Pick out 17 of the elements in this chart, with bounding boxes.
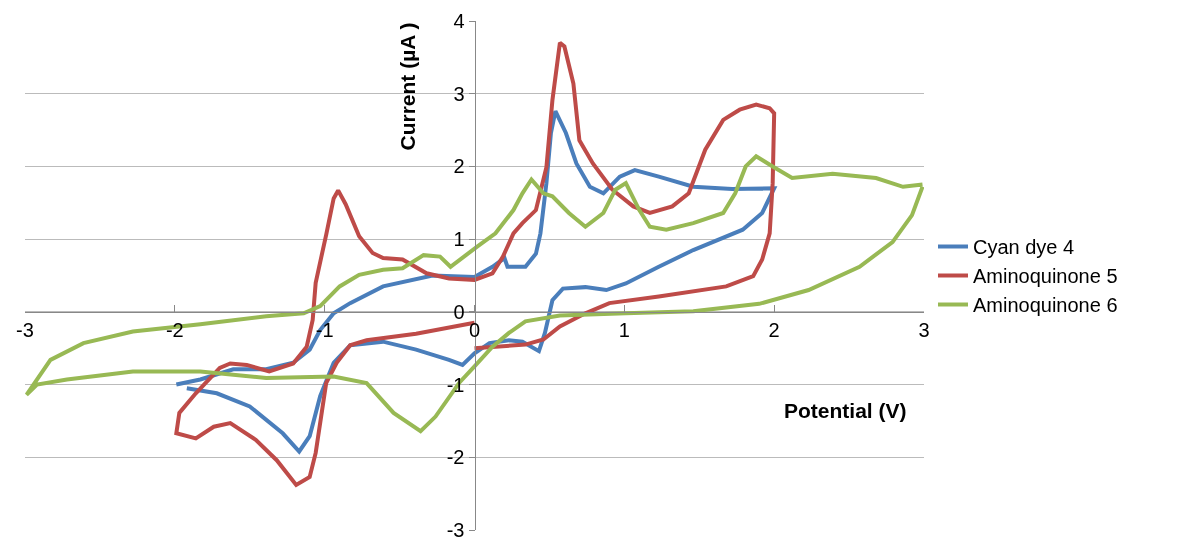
x-tick-label: -3: [16, 318, 34, 341]
y-tick-label: 1: [453, 228, 465, 251]
x-tick-label: 3: [918, 318, 930, 341]
y-tick-label: -2: [446, 446, 465, 469]
y-axis-title: Current (µA ): [395, 22, 419, 151]
legend-label: Aminoquinone 5: [972, 265, 1118, 288]
y-tick-label: -3: [446, 519, 465, 541]
legend-label: Aminoquinone 6: [972, 294, 1118, 317]
x-tick-label: 0: [468, 318, 481, 341]
y-tick-label: 4: [453, 10, 465, 32]
legend-label: Cyan dye 4: [972, 236, 1075, 259]
x-axis-title: Potential (V): [784, 399, 907, 422]
y-tick-label: 0: [453, 300, 465, 323]
y-tick-label: 3: [453, 82, 465, 105]
x-tick-label: 2: [768, 318, 780, 341]
x-tick-label: 1: [618, 318, 630, 341]
y-tick-label: 2: [453, 155, 465, 178]
